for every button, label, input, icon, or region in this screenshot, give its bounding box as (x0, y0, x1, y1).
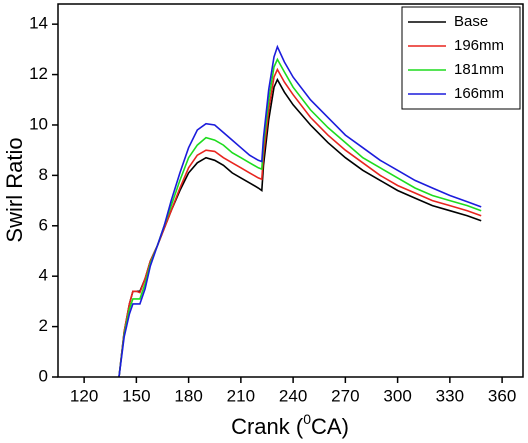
y-tick-label: 8 (39, 165, 48, 184)
legend-text: 166mm (454, 85, 504, 102)
series-line (118, 44, 482, 378)
y-tick-label: 2 (39, 316, 48, 335)
y-tick-label: 0 (39, 366, 48, 385)
x-tick-label: 210 (227, 386, 255, 405)
legend-box (401, 6, 521, 110)
x-label-part: Crank ( (231, 414, 304, 439)
legend-text: Base (454, 13, 488, 30)
series-line (118, 57, 482, 378)
legend-text: 196mm (454, 37, 504, 54)
x-tick-label: 120 (70, 386, 98, 405)
y-tick-label: 4 (39, 266, 48, 285)
y-tick-label: 6 (39, 215, 48, 234)
x-axis-label: Crank (0CA) (231, 411, 349, 439)
y-axis-label: Swirl Ratio (2, 137, 27, 242)
x-tick-label: 360 (488, 386, 516, 405)
y-tick-label: 14 (29, 14, 48, 33)
x-tick-label: 330 (436, 386, 464, 405)
x-tick-label: 300 (383, 386, 411, 405)
x-tick-label: 150 (122, 386, 150, 405)
x-tick-label: 180 (174, 386, 202, 405)
y-tick-label: 10 (29, 114, 48, 133)
series-line (118, 77, 482, 378)
series-line (118, 67, 482, 378)
x-tick-label: 270 (331, 386, 359, 405)
x-tick-label: 240 (279, 386, 307, 405)
x-label-part: CA) (311, 414, 349, 439)
plot-frame (57, 3, 524, 378)
y-tick-label: 12 (29, 64, 48, 83)
x-label-part: 0 (303, 411, 311, 427)
legend-text: 181mm (454, 61, 504, 78)
